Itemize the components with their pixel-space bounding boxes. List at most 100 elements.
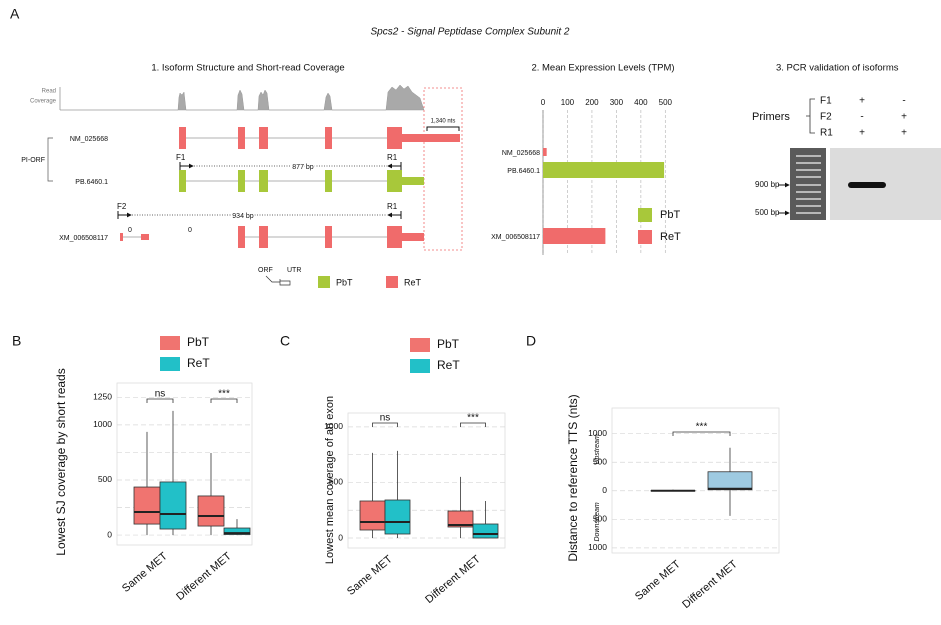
legend-label: UTR	[287, 267, 301, 274]
direction-label: Upstream	[594, 434, 601, 465]
panel-label: C	[280, 333, 290, 349]
x-tick-label: Same MET	[345, 553, 395, 598]
pcr-panel: 3. PCR validation of isoforms Primers F1…	[752, 63, 941, 220]
exon	[259, 127, 268, 149]
exon	[387, 170, 402, 192]
significance-label: ***	[218, 389, 230, 400]
x-tick-label: Different MET	[174, 550, 234, 603]
utr-highlight	[424, 88, 462, 250]
bar	[543, 162, 664, 178]
primer-use: +	[901, 112, 907, 123]
coverage-label: Coverage	[30, 99, 57, 105]
legend-label: PbT	[660, 209, 680, 221]
x-tick-label: 0	[541, 98, 546, 107]
utr	[402, 134, 460, 142]
isoform-label: PB.6460.1	[75, 179, 108, 186]
y-axis-title: Lowest SJ coverage by short reads	[54, 368, 68, 555]
legend-label: PbT	[437, 337, 460, 351]
exon	[259, 226, 268, 248]
y-tick-label: 500	[98, 474, 112, 484]
box	[473, 524, 498, 538]
y-tick-label: 0	[338, 532, 343, 542]
primer-label: R1	[387, 153, 398, 162]
isoform-label: XM_006508117	[59, 235, 108, 242]
x-tick-label: 300	[610, 98, 624, 107]
size-marker: 500 bp	[755, 208, 780, 217]
y-tick-label: 1000	[588, 542, 607, 552]
primer-name: F1	[820, 96, 832, 107]
exon	[179, 170, 186, 192]
y-tick-label: XM_006508117	[491, 234, 540, 241]
legend-label: ReT	[404, 277, 422, 287]
primer-label: R1	[387, 202, 398, 211]
figure: A B C D Spcs2 - Signal Peptidase Complex…	[0, 0, 941, 625]
primer-label: F1	[176, 153, 186, 162]
primers-label: Primers	[752, 111, 790, 123]
legend-swatch	[410, 338, 430, 352]
x-tick-label: 200	[585, 98, 599, 107]
primer-use: -	[860, 112, 863, 123]
direction-label: Downstream	[594, 502, 601, 541]
legend-label: PbT	[336, 277, 353, 287]
exon	[259, 170, 268, 192]
box	[134, 487, 160, 524]
x-tick-label: Same MET	[633, 558, 683, 603]
legend-label: ReT	[437, 358, 460, 372]
coverage-label: Read	[42, 89, 56, 95]
legend-swatch	[638, 230, 652, 244]
box	[160, 482, 186, 529]
primer-use: +	[859, 96, 865, 107]
primer-use: -	[902, 96, 905, 107]
y-tick-label: PB.6460.1	[507, 168, 540, 175]
amplicon-size: 877 bp	[292, 164, 314, 171]
box	[385, 500, 410, 534]
x-tick-label: 400	[634, 98, 648, 107]
panel-title: 3. PCR validation of isoforms	[776, 63, 899, 74]
isoform-panel: 1. Isoform Structure and Short-read Cove…	[21, 63, 462, 288]
y-tick-label: 1250	[93, 392, 112, 402]
exon	[325, 127, 332, 149]
bar	[543, 228, 605, 244]
exon	[387, 127, 402, 149]
panel-label: A	[10, 6, 20, 22]
coverage-zero: 0	[188, 227, 192, 234]
significance-label: ns	[380, 413, 391, 424]
legend-swatch	[410, 359, 430, 373]
legend-swatch	[638, 208, 652, 222]
group-label: PI-ORF	[21, 157, 45, 164]
bar	[543, 148, 547, 156]
box	[360, 501, 385, 530]
primer-name: F2	[820, 112, 832, 123]
y-axis-title: Lowest mean coverage of an exon	[324, 396, 336, 564]
x-tick-label: Same MET	[120, 550, 170, 595]
y-axis-title: Distance to reference TTS (nts)	[566, 394, 580, 561]
box	[708, 472, 752, 490]
panel-label: B	[12, 333, 21, 349]
group-bracket	[48, 138, 53, 181]
x-tick-label: Different MET	[680, 558, 740, 611]
significance-label: ***	[467, 413, 479, 424]
gel-band	[848, 182, 886, 188]
primer-label: F2	[117, 202, 127, 211]
legend-swatch	[386, 276, 398, 288]
figure-title: Spcs2 - Signal Peptidase Complex Subunit…	[370, 27, 569, 38]
page: A B C D Spcs2 - Signal Peptidase Complex…	[0, 0, 941, 625]
isoform-label: NM_025668	[70, 136, 108, 143]
x-tick-label: 100	[561, 98, 575, 107]
significance-label: ns	[155, 389, 166, 400]
legend-swatch	[160, 336, 180, 350]
panel-title: 1. Isoform Structure and Short-read Cove…	[151, 63, 344, 74]
primer-name: R1	[820, 128, 833, 139]
exon	[179, 127, 186, 149]
x-tick-label: 500	[659, 98, 673, 107]
primer-use: +	[859, 128, 865, 139]
significance-label: ***	[696, 422, 708, 433]
exon	[238, 226, 245, 248]
legend-swatch	[318, 276, 330, 288]
legend-label: PbT	[187, 335, 210, 349]
primers-bracket	[806, 99, 815, 133]
y-tick-label: 0	[107, 529, 112, 539]
utr-bracket	[427, 127, 459, 131]
box	[198, 496, 224, 526]
utr	[402, 233, 424, 241]
